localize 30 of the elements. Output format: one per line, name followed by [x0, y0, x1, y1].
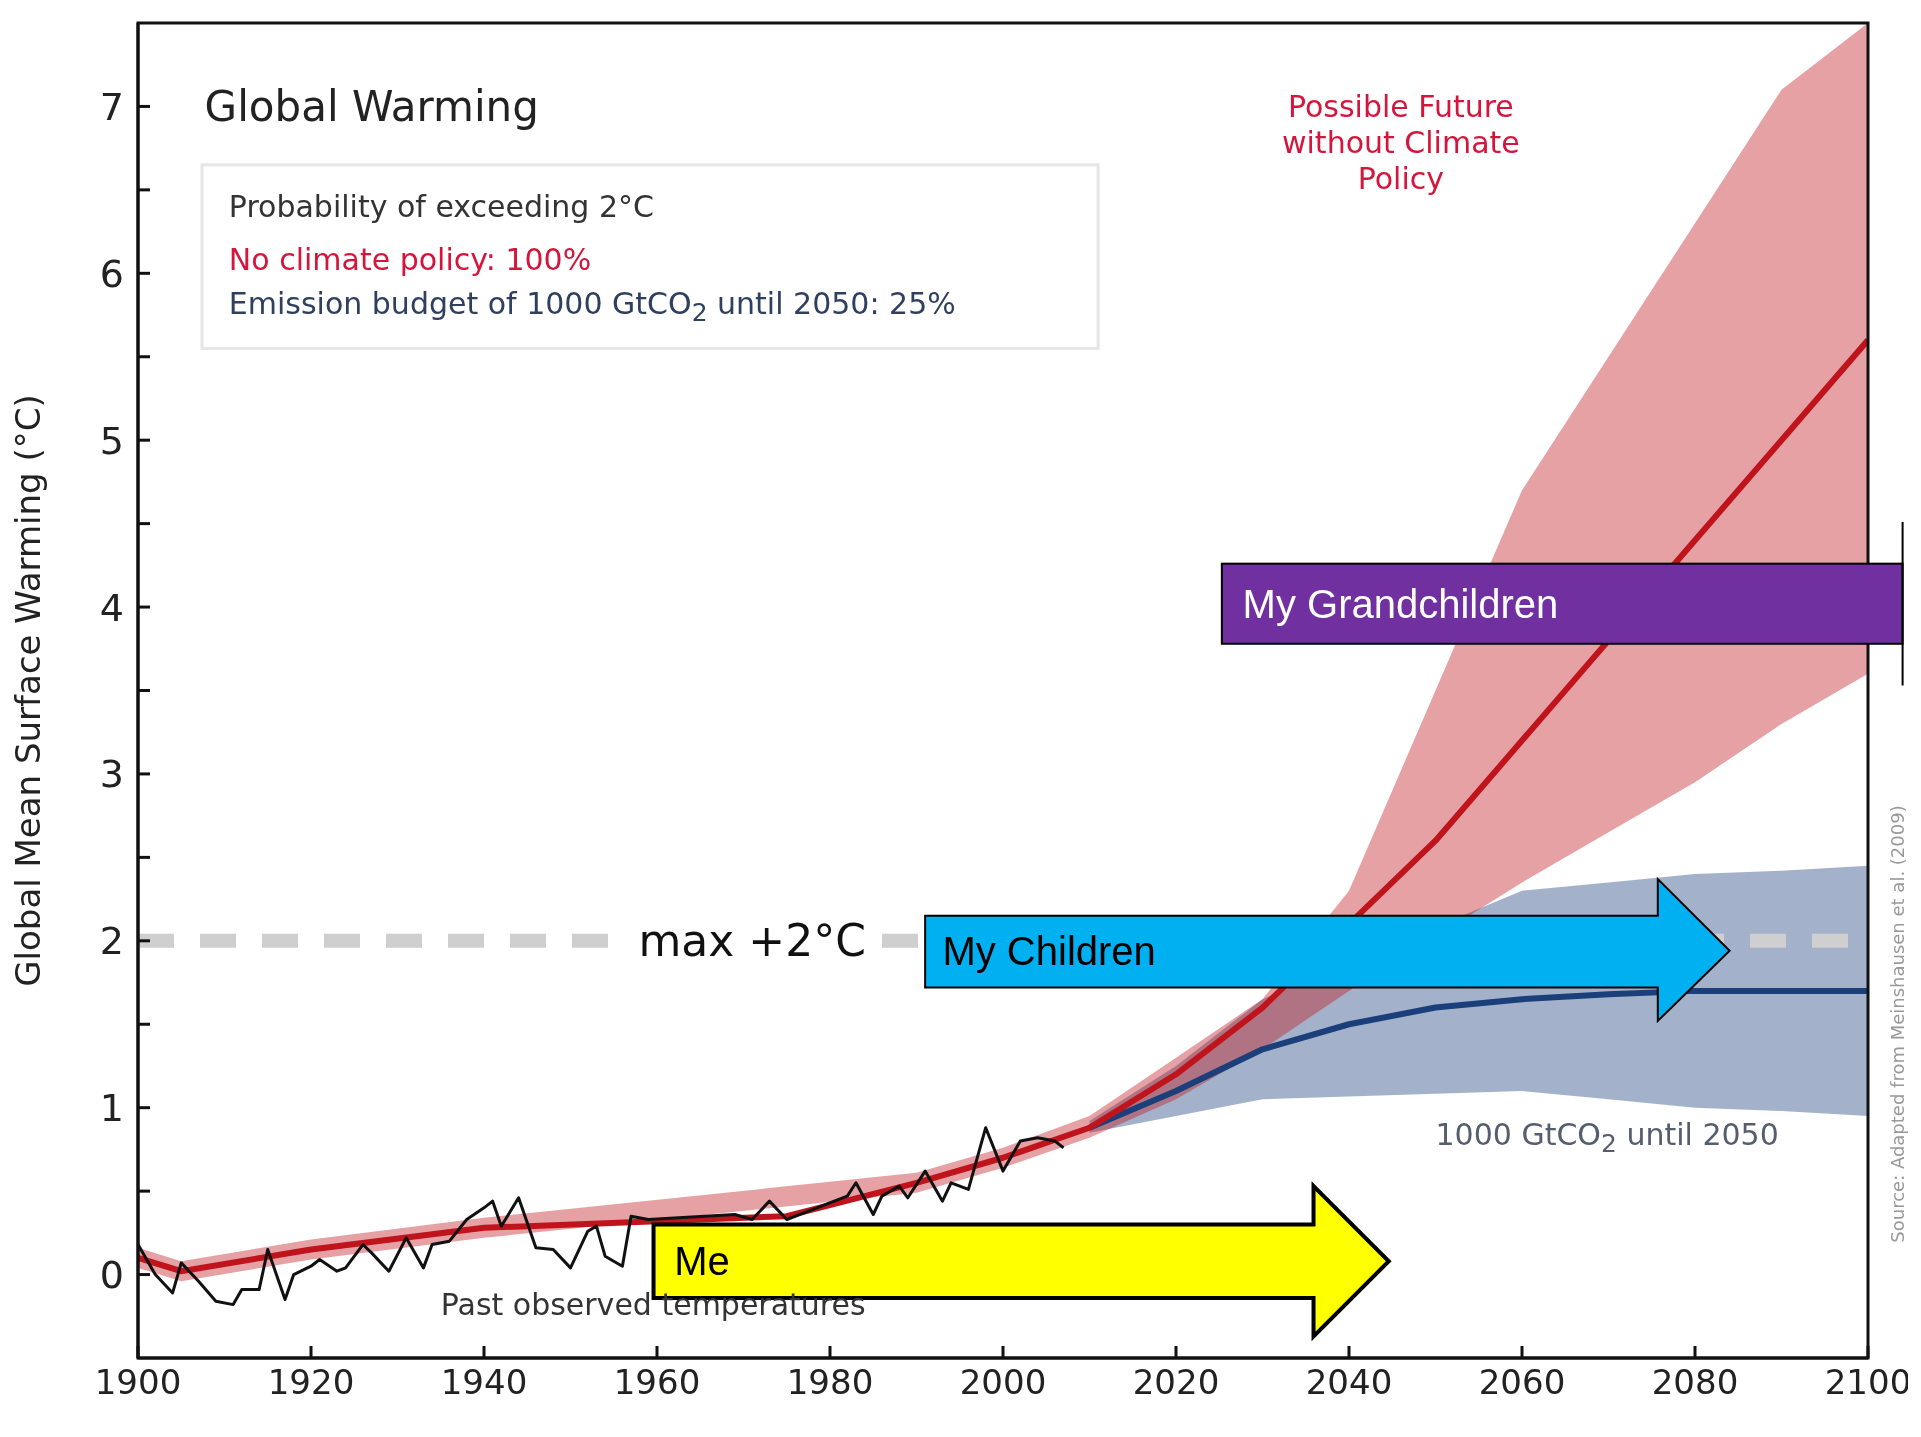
- annotation: Probability of exceeding 2°C: [228, 188, 654, 225]
- x-tick-label: 1900: [94, 1362, 182, 1403]
- x-tick-label: 1980: [786, 1362, 874, 1403]
- x-tick-label: 2080: [1651, 1362, 1739, 1403]
- x-tick-label: 1920: [267, 1362, 355, 1403]
- x-tick-label: 1960: [613, 1362, 701, 1403]
- y-tick-label: 3: [99, 752, 124, 797]
- y-tick-label: 5: [99, 418, 124, 463]
- annotation: My Children: [942, 927, 1156, 975]
- annotation: Emission budget of 1000 GtCO$_{2}$ until 2050: 25%: [228, 285, 956, 328]
- y-tick-label: 0: [99, 1253, 124, 1298]
- ref-line-label: max +2°C: [638, 915, 866, 967]
- source-note: Source: Adapted from Meinshausen et al. (2009): [1887, 805, 1910, 1243]
- y-tick-label: 2: [99, 919, 124, 964]
- text: Global Warming: [204, 81, 539, 131]
- annotation: 1000 GtCO$_{2}$ until 2050: [1435, 1116, 1779, 1159]
- annotation: Me: [674, 1238, 730, 1286]
- annotation: No climate policy: 100%: [228, 241, 592, 278]
- y-axis-title: Global Mean Surface Warming (°C): [8, 394, 49, 987]
- annotation: Possible Future without Climate Policy: [1281, 89, 1521, 198]
- annotation: My Grandchildren: [1242, 580, 1559, 628]
- x-tick-label: 1940: [440, 1362, 528, 1403]
- y-tick-label: 7: [99, 84, 124, 129]
- x-tick-label: 2060: [1478, 1362, 1566, 1403]
- x-tick-label: 2040: [1305, 1362, 1393, 1403]
- x-tick-label: 2000: [959, 1362, 1047, 1403]
- y-tick-label: 6: [99, 251, 124, 296]
- x-tick-label: 2020: [1132, 1362, 1220, 1403]
- y-tick-label: 4: [99, 585, 124, 630]
- y-tick-label: 1: [99, 1086, 124, 1131]
